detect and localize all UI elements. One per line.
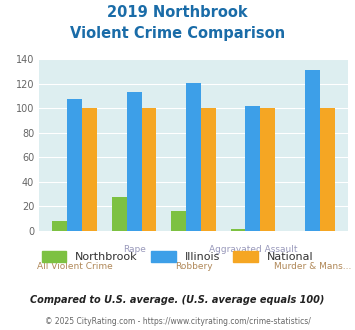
Bar	[82, 109, 97, 231]
Text: Rape: Rape	[122, 245, 146, 254]
Text: © 2025 CityRating.com - https://www.cityrating.com/crime-statistics/: © 2025 CityRating.com - https://www.city…	[45, 317, 310, 326]
Bar	[186, 83, 201, 231]
Bar	[142, 109, 156, 231]
Bar	[201, 109, 216, 231]
Text: 2019 Northbrook: 2019 Northbrook	[107, 5, 248, 20]
Bar	[67, 99, 82, 231]
Legend: Northbrook, Illinois, National: Northbrook, Illinois, National	[37, 247, 318, 267]
Bar	[245, 106, 260, 231]
Bar	[171, 212, 186, 231]
Bar	[231, 229, 245, 231]
Bar	[260, 109, 275, 231]
Text: All Violent Crime: All Violent Crime	[37, 262, 113, 271]
Bar	[112, 197, 127, 231]
Bar	[53, 221, 67, 231]
Text: Violent Crime Comparison: Violent Crime Comparison	[70, 26, 285, 41]
Text: Compared to U.S. average. (U.S. average equals 100): Compared to U.S. average. (U.S. average …	[30, 295, 325, 305]
Text: Murder & Mans...: Murder & Mans...	[274, 262, 351, 271]
Bar	[127, 92, 142, 231]
Text: Robbery: Robbery	[175, 262, 212, 271]
Bar	[305, 70, 320, 231]
Text: Aggravated Assault: Aggravated Assault	[209, 245, 297, 254]
Bar	[320, 109, 334, 231]
